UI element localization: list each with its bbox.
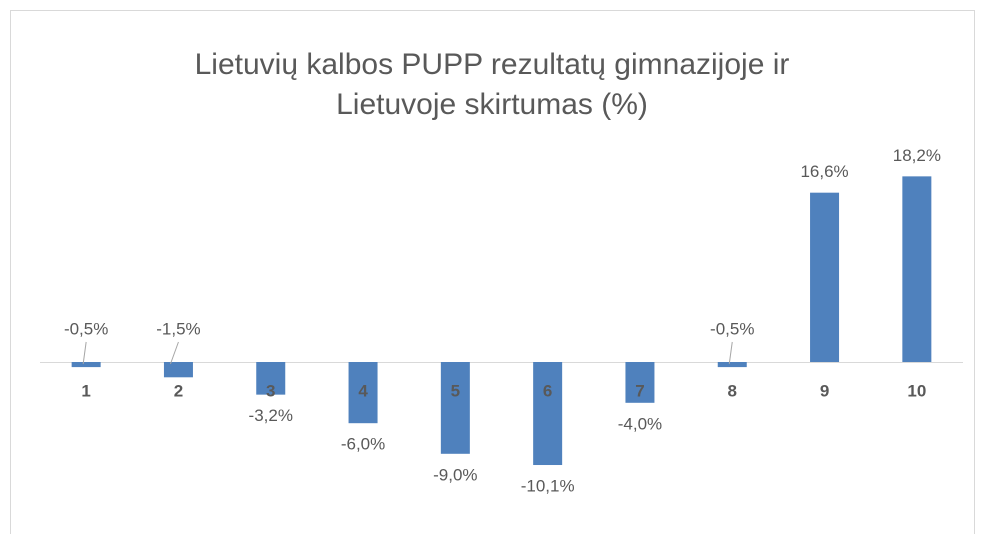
bar — [717, 362, 747, 368]
value-label: -0,5% — [710, 319, 754, 338]
bar — [902, 176, 932, 362]
bar — [256, 362, 286, 395]
value-label: -6,0% — [341, 435, 385, 454]
bar — [348, 362, 378, 424]
x-tick-label: 8 — [728, 381, 737, 400]
leader-line — [169, 341, 179, 365]
bar — [810, 192, 840, 362]
x-tick-label: 6 — [543, 381, 552, 400]
value-label: -3,2% — [249, 406, 293, 425]
value-label: -1,5% — [156, 319, 200, 338]
bar — [71, 362, 101, 368]
bar — [625, 362, 655, 403]
bar — [440, 362, 470, 454]
x-tick-label: 4 — [358, 381, 368, 400]
value-label: -10,1% — [521, 477, 575, 496]
bar — [163, 362, 193, 378]
x-tick-label: 5 — [451, 381, 460, 400]
value-label: 18,2% — [893, 146, 941, 165]
bar — [533, 362, 563, 466]
x-tick-label: 7 — [635, 381, 644, 400]
leader-line — [728, 341, 733, 365]
value-label: 16,6% — [800, 162, 848, 181]
x-tick-label: 9 — [820, 381, 829, 400]
value-label: -0,5% — [64, 319, 108, 338]
chart-title: Lietuvių kalbos PUPP rezultatų gimnazijo… — [195, 48, 790, 81]
x-tick-label: 3 — [266, 381, 275, 400]
chart-title: Lietuvoje skirtumas (%) — [336, 88, 648, 121]
leader-line — [82, 341, 87, 365]
x-tick-label: 2 — [174, 381, 183, 400]
x-tick-label: 10 — [907, 381, 926, 400]
value-label: -4,0% — [618, 414, 662, 433]
value-label: -9,0% — [433, 465, 477, 484]
x-tick-label: 1 — [81, 381, 90, 400]
